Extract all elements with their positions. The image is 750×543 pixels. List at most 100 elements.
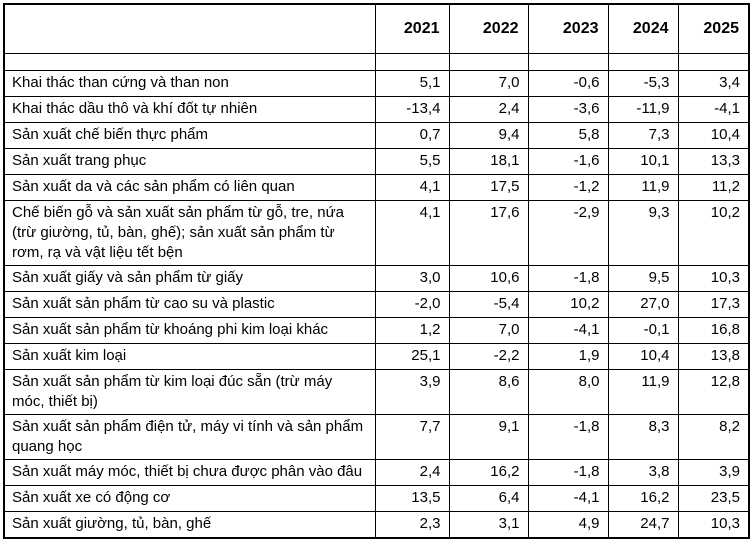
- value-cell: 9,4: [448, 122, 529, 149]
- header-year-2022: 2022: [448, 3, 529, 54]
- value-cell: 8,6: [448, 369, 529, 415]
- value-cell: 10,2: [527, 291, 609, 318]
- value-cell: -2,9: [527, 200, 609, 266]
- value-cell: [677, 53, 750, 71]
- value-cell: 3,9: [374, 369, 450, 415]
- value-cell: 17,6: [448, 200, 529, 266]
- value-cell: 10,4: [677, 122, 750, 149]
- row-label-cell: Sản xuất trang phục: [3, 148, 376, 175]
- value-cell: -1,8: [527, 414, 609, 460]
- table-row: Sản xuất sản phẩm từ cao su và plastic -2…: [3, 291, 750, 318]
- value-cell: 9,5: [607, 265, 679, 292]
- value-cell: 25,1: [374, 343, 450, 370]
- value-cell: [527, 53, 609, 71]
- table-row: Sản xuất giường, tủ, bàn, ghế 2,3 3,1 4,9 24…: [3, 511, 750, 539]
- table-row: Sản xuất chế biến thực phẩm 0,7 9,4 5,8 7,3 1…: [3, 122, 750, 149]
- row-label-cell: Sản xuất máy móc, thiết bị chưa được phâ…: [3, 459, 376, 486]
- row-label-cell: [3, 53, 376, 71]
- header-year-2023: 2023: [527, 3, 609, 54]
- header-year-2025: 2025: [677, 3, 750, 54]
- value-cell: 9,3: [607, 200, 679, 266]
- value-cell: 10,2: [677, 200, 750, 266]
- value-cell: 3,9: [677, 459, 750, 486]
- table-row: Sản xuất xe có động cơ 13,5 6,4 -4,1 16,2 23,…: [3, 485, 750, 512]
- row-label-cell: Sản xuất sản phẩm từ cao su và plastic: [3, 291, 376, 318]
- value-cell: 12,8: [677, 369, 750, 415]
- value-cell: 5,1: [374, 70, 450, 97]
- header-year-2021: 2021: [374, 3, 450, 54]
- table-row: Sản xuất kim loại 25,1 -2,2 1,9 10,4 13,8: [3, 343, 750, 370]
- row-label-cell: Sản xuất sản phẩm từ kim loại đúc sẵn (t…: [3, 369, 376, 415]
- row-label-cell: Sản xuất sản phẩm điện tử, máy vi tính v…: [3, 414, 376, 460]
- value-cell: 23,5: [677, 485, 750, 512]
- table-row: Sản xuất trang phục 5,5 18,1 -1,6 10,1 13,3: [3, 148, 750, 175]
- value-cell: 16,2: [448, 459, 529, 486]
- value-cell: -1,8: [527, 459, 609, 486]
- value-cell: 1,9: [527, 343, 609, 370]
- value-cell: 10,3: [677, 511, 750, 539]
- value-cell: 11,9: [607, 174, 679, 201]
- value-cell: -13,4: [374, 96, 450, 123]
- table-row: Sản xuất sản phẩm từ kim loại đúc sẵn (t…: [3, 369, 750, 415]
- table-row: Sản xuất sản phẩm điện tử, máy vi tính v…: [3, 414, 750, 460]
- value-cell: -3,6: [527, 96, 609, 123]
- header-row: 2021 2022 2023 2024 2025: [3, 3, 750, 54]
- value-cell: -2,2: [448, 343, 529, 370]
- row-label-cell: Chế biến gỗ và sản xuất sản phẩm từ gỗ, …: [3, 200, 376, 266]
- value-cell: 2,4: [374, 459, 450, 486]
- row-label-cell: Sản xuất giường, tủ, bàn, ghế: [3, 511, 376, 539]
- value-cell: 10,1: [607, 148, 679, 175]
- value-cell: 13,5: [374, 485, 450, 512]
- value-cell: -0,6: [527, 70, 609, 97]
- value-cell: -1,2: [527, 174, 609, 201]
- value-cell: -5,4: [448, 291, 529, 318]
- value-cell: 6,4: [448, 485, 529, 512]
- value-cell: 4,1: [374, 200, 450, 266]
- value-cell: 18,1: [448, 148, 529, 175]
- value-cell: 5,5: [374, 148, 450, 175]
- value-cell: [607, 53, 679, 71]
- value-cell: 3,8: [607, 459, 679, 486]
- row-label-cell: Sản xuất giấy và sản phẩm từ giấy: [3, 265, 376, 292]
- value-cell: 13,3: [677, 148, 750, 175]
- value-cell: -4,1: [677, 96, 750, 123]
- value-cell: 8,2: [677, 414, 750, 460]
- value-cell: 16,2: [607, 485, 679, 512]
- row-label-cell: Khai thác dầu thô và khí đốt tự nhiên: [3, 96, 376, 123]
- value-cell: -1,6: [527, 148, 609, 175]
- value-cell: 27,0: [607, 291, 679, 318]
- value-cell: -0,1: [607, 317, 679, 344]
- value-cell: [448, 53, 529, 71]
- table-row: Sản xuất sản phẩm từ khoáng phi kim loại…: [3, 317, 750, 344]
- row-label-cell: Sản xuất xe có động cơ: [3, 485, 376, 512]
- table-row: Sản xuất máy móc, thiết bị chưa được phâ…: [3, 459, 750, 486]
- value-cell: -1,8: [527, 265, 609, 292]
- value-cell: 0,7: [374, 122, 450, 149]
- value-cell: 7,3: [607, 122, 679, 149]
- header-label-cell: [3, 3, 376, 54]
- table-row: Sản xuất giấy và sản phẩm từ giấy 3,0 10,6…: [3, 265, 750, 292]
- table-row: Sản xuất da và các sản phẩm có liên quan…: [3, 174, 750, 201]
- row-label-cell: Sản xuất kim loại: [3, 343, 376, 370]
- industry-growth-table: 2021 2022 2023 2024 2025 Khai thác than …: [3, 3, 750, 539]
- value-cell: 2,3: [374, 511, 450, 539]
- value-cell: 7,0: [448, 317, 529, 344]
- value-cell: 5,8: [527, 122, 609, 149]
- table-row: Khai thác dầu thô và khí đốt tự nhiên -13…: [3, 96, 750, 123]
- row-label-cell: Sản xuất da và các sản phẩm có liên quan: [3, 174, 376, 201]
- value-cell: 9,1: [448, 414, 529, 460]
- value-cell: -4,1: [527, 485, 609, 512]
- value-cell: 10,6: [448, 265, 529, 292]
- spacer-row: [3, 53, 750, 71]
- value-cell: 4,9: [527, 511, 609, 539]
- row-label-cell: Sản xuất chế biến thực phẩm: [3, 122, 376, 149]
- table-row: Chế biến gỗ và sản xuất sản phẩm từ gỗ, …: [3, 200, 750, 266]
- value-cell: 17,3: [677, 291, 750, 318]
- value-cell: 3,1: [448, 511, 529, 539]
- value-cell: 3,0: [374, 265, 450, 292]
- row-label-cell: Sản xuất sản phẩm từ khoáng phi kim loại…: [3, 317, 376, 344]
- table-row: Khai thác than cứng và than non 5,1 7,0 -0,…: [3, 70, 750, 97]
- value-cell: 10,3: [677, 265, 750, 292]
- value-cell: 2,4: [448, 96, 529, 123]
